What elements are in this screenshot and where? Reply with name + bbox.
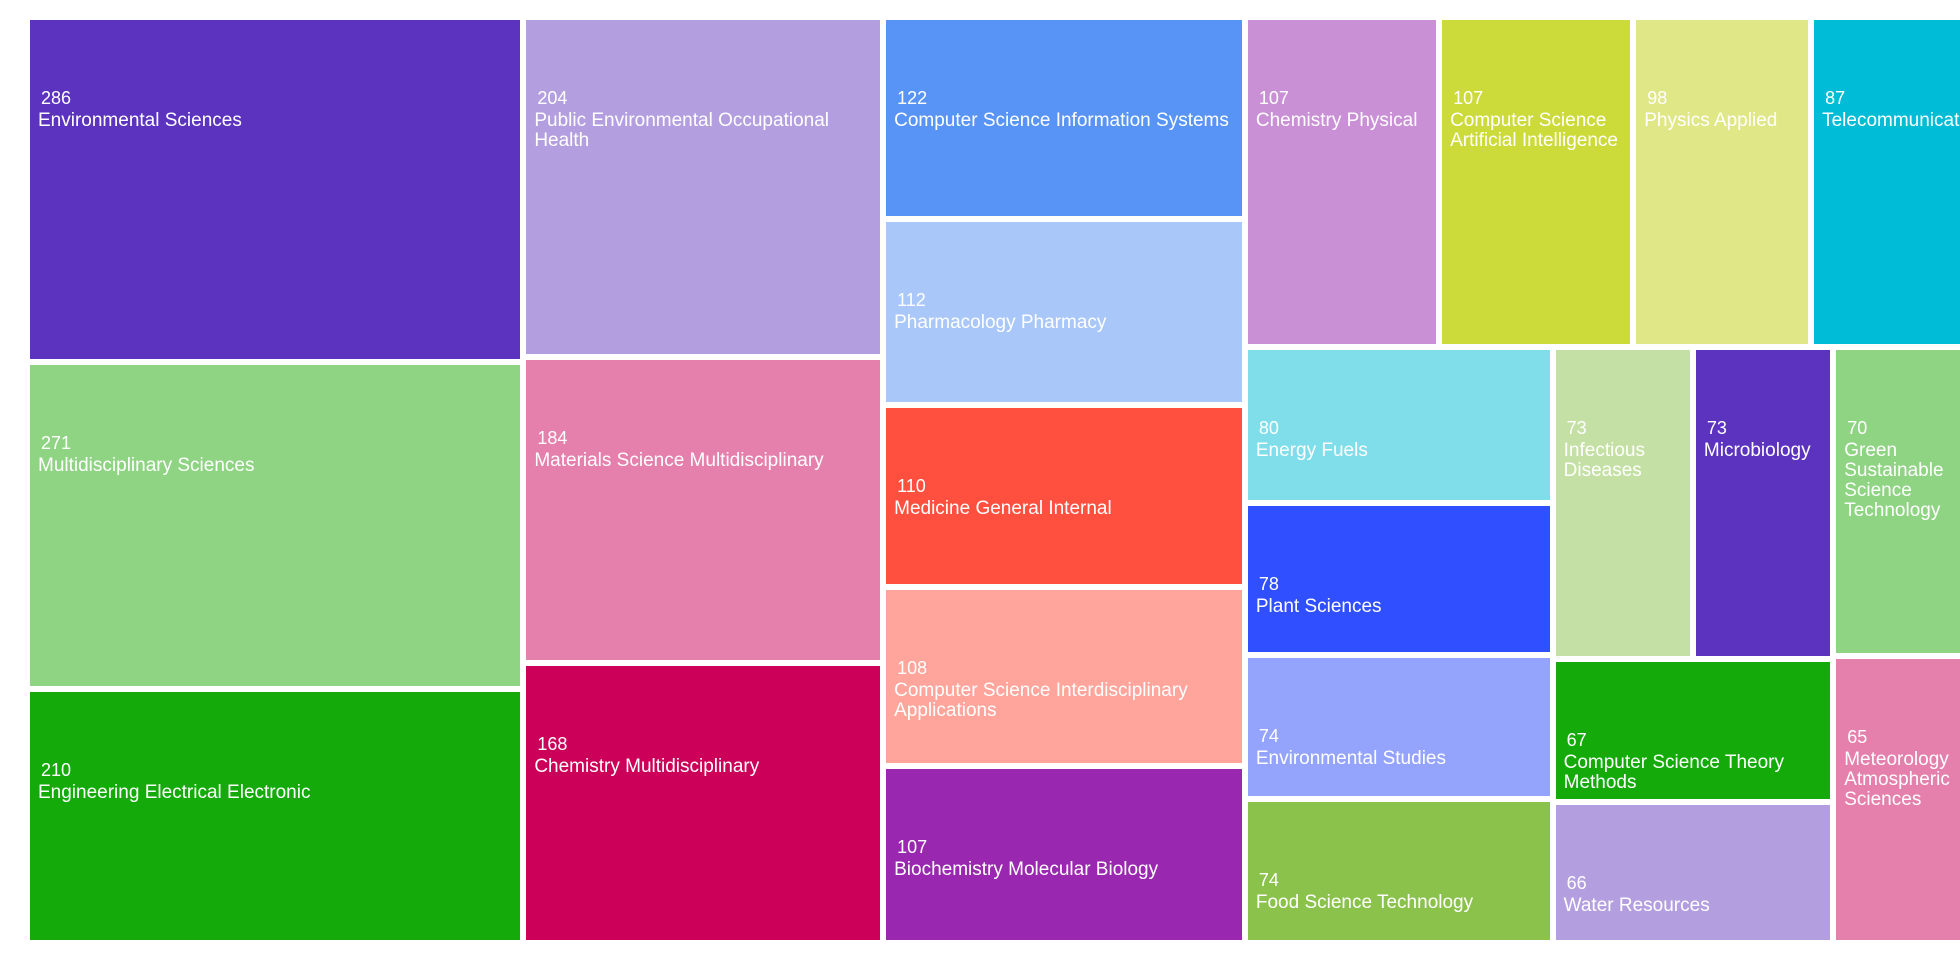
tile: 107 Biochemistry Molecular Biology: [886, 768, 1242, 940]
tile-label: Computer Science Information Systems: [894, 110, 1229, 131]
tile-label: Computer Science Interdisciplinary Appli…: [894, 679, 1188, 721]
tile-value: 271: [41, 433, 72, 454]
tile-label: Telecommunications: [1822, 110, 1960, 131]
tile-label: Materials Science Multidisciplinary: [534, 449, 824, 471]
tile-label: Environmental Sciences: [38, 110, 242, 131]
tile-value: 108: [897, 657, 928, 678]
tile: 122 Computer Science Information Systems: [886, 20, 1242, 217]
tile-label: Computer Science Artificial Intelligence: [1450, 110, 1618, 151]
tile-value: 73: [1706, 418, 1727, 439]
tile-label: Energy Fuels: [1255, 440, 1368, 462]
tile-label: Physics Applied: [1644, 110, 1778, 131]
tile: 107 Computer Science Artificial Intellige…: [1442, 20, 1631, 345]
tile: 78 Plant Sciences: [1247, 505, 1550, 652]
tile-value: 107: [1258, 88, 1289, 108]
tile-value: 286: [41, 88, 72, 108]
tile: 168 Chemistry Multidisciplinary: [526, 666, 881, 940]
tile: 87Telecommunications: [1814, 20, 1960, 345]
tile-label: Plant Sciences: [1255, 595, 1382, 617]
tile: 110 Medicine General Internal: [886, 407, 1242, 584]
tile-label: Public Environmental Occupational Health: [534, 110, 829, 151]
tile-value: 168: [537, 734, 568, 755]
tile: 286 Environmental Sciences: [30, 20, 521, 360]
tile: 80 Energy Fuels: [1247, 350, 1550, 500]
tile-label: Infectious Diseases: [1563, 440, 1645, 482]
tile-value: 74: [1258, 869, 1279, 890]
tile-label: Multidisciplinary Sciences: [38, 455, 255, 477]
tile-value: 74: [1258, 725, 1279, 746]
tile-value: 70: [1847, 418, 1868, 439]
tile: 73 Infectious Diseases: [1555, 350, 1690, 656]
tile: 204 Public Environmental Occupational Hea…: [526, 20, 881, 354]
tile-label: Meteorology Atmospheric Sciences: [1844, 749, 1950, 811]
tile: 65 Meteorology Atmospheric Sciences: [1836, 659, 1960, 940]
tile-label: Chemistry Multidisciplinary: [534, 756, 760, 778]
tile-value: 110: [897, 475, 926, 496]
tile: 98 Physics Applied: [1636, 20, 1809, 345]
tile-value: 112: [897, 290, 926, 311]
tile-label: Computer Science Theory Methods: [1563, 751, 1784, 793]
tile-label: Microbiology: [1703, 440, 1811, 462]
tile-value: 122: [897, 88, 928, 108]
tile-label: Engineering Electrical Electronic: [38, 782, 311, 804]
tile-value: 184: [537, 427, 568, 448]
tile-value: 210: [41, 760, 72, 781]
tile-value: 204: [537, 88, 568, 108]
tile: 74 Environmental Studies: [1247, 657, 1550, 796]
tile: 271 Multidisciplinary Sciences: [30, 365, 521, 687]
tile-value: 80: [1258, 418, 1279, 439]
tile-value: 65: [1847, 727, 1868, 748]
tile-label: Food Science Technology: [1255, 891, 1474, 913]
tile-label: Environmental Studies: [1255, 747, 1446, 769]
tile-label: Chemistry Physical: [1255, 110, 1418, 131]
tile-label: Medicine General Internal: [894, 497, 1112, 519]
tile: 67 Computer Science Theory Methods: [1555, 661, 1831, 800]
tile-value: 73: [1566, 418, 1587, 439]
tile-label: Green Sustainable Science Technology: [1844, 440, 1944, 522]
tile: 184 Materials Science Multidisciplinary: [526, 359, 881, 661]
tile: 74 Food Science Technology: [1247, 801, 1550, 940]
tile-value: 78: [1258, 573, 1279, 594]
tile-value: 107: [897, 836, 928, 857]
tile-label: Biochemistry Molecular Biology: [894, 858, 1159, 880]
tile: 66 Water Resources: [1555, 805, 1831, 940]
tile-label: Water Resources: [1563, 895, 1710, 917]
tile: 70 Green Sustainable Science Technology: [1836, 350, 1960, 654]
tile: 108 Computer Science Interdisciplinary Ap…: [886, 589, 1242, 763]
tile-value: 87: [1825, 88, 1846, 108]
tile-value: 107: [1453, 88, 1484, 108]
tile: 210 Engineering Electrical Electronic: [30, 692, 521, 940]
tile: 107 Chemistry Physical: [1247, 20, 1437, 345]
tile-value: 67: [1566, 729, 1587, 750]
tile: 112 Pharmacology Pharmacy: [886, 222, 1242, 402]
tile-value: 98: [1647, 88, 1668, 108]
tile: 73 Microbiology: [1695, 350, 1831, 656]
tile-label: Pharmacology Pharmacy: [894, 312, 1107, 334]
tile-value: 66: [1566, 873, 1587, 894]
